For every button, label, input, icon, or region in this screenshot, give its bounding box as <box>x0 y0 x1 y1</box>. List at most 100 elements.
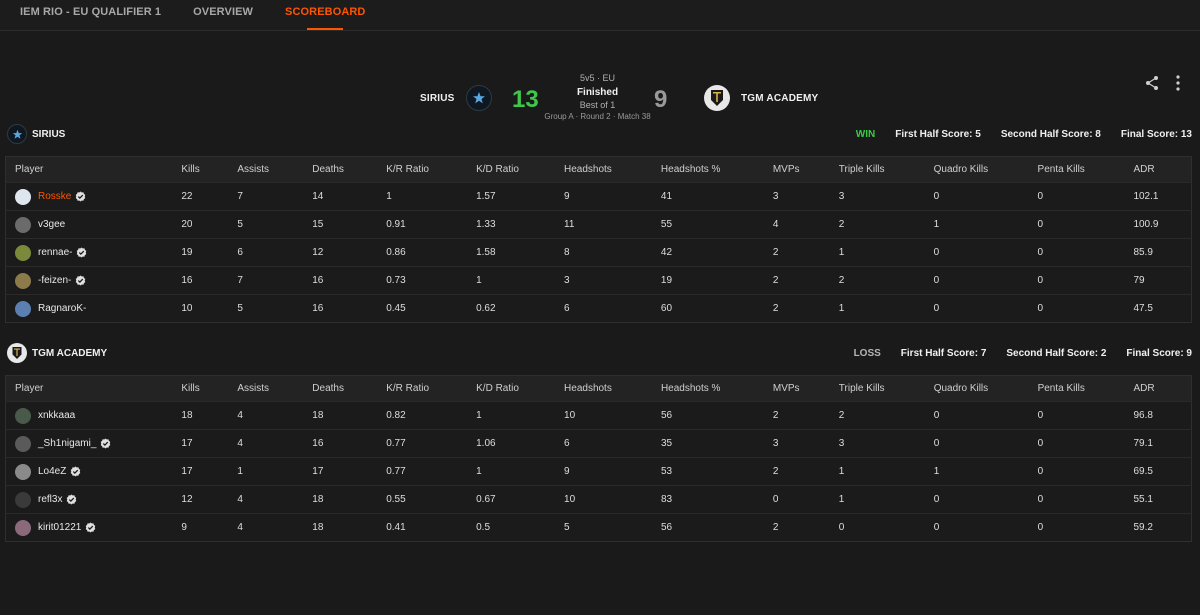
stat-headshots-pct: 55 <box>651 210 764 239</box>
column-quadro-kills[interactable]: Quadro Kills <box>924 375 1029 402</box>
verified-badge-icon <box>71 466 81 477</box>
column-kd-ratio[interactable]: K/D Ratio <box>467 156 555 183</box>
player-name[interactable]: kirit01221 <box>38 522 82 533</box>
column-player[interactable]: Player <box>5 375 173 402</box>
column-assists[interactable]: Assists <box>228 375 304 402</box>
stat-assists: 5 <box>228 210 304 239</box>
stat-headshots: 9 <box>555 182 652 211</box>
stat-mvps: 3 <box>763 182 830 211</box>
stat-penta-kills: 0 <box>1028 238 1125 267</box>
column-assists[interactable]: Assists <box>228 156 304 183</box>
stat-headshots: 8 <box>555 238 652 267</box>
team-name[interactable]: SIRIUS <box>32 129 66 140</box>
column-penta-kills[interactable]: Penta Kills <box>1028 375 1125 402</box>
column-adr[interactable]: ADR <box>1124 375 1192 402</box>
shield-logo-icon <box>711 90 723 106</box>
player-cell[interactable]: rennae- <box>5 238 173 267</box>
player-name[interactable]: rennae- <box>38 247 73 258</box>
team-logo[interactable] <box>7 343 27 363</box>
team2-logo[interactable] <box>704 85 730 111</box>
player-cell[interactable]: RagnaroK- <box>5 294 173 323</box>
column-mvps[interactable]: MVPs <box>763 375 830 402</box>
avatar[interactable] <box>15 407 31 424</box>
tab-tournament[interactable]: IEM RIO - EU QUALIFIER 1 <box>20 6 162 18</box>
avatar[interactable] <box>15 244 31 261</box>
table-row: v3gee 20 5 15 0.91 1.33 11 55 4 2 1 0 100.9 <box>5 210 1192 239</box>
stat-headshots-pct: 42 <box>651 238 764 267</box>
column-deaths[interactable]: Deaths <box>303 156 378 183</box>
stat-assists: 7 <box>228 266 304 295</box>
team-logo[interactable] <box>7 124 27 144</box>
stat-mvps: 2 <box>763 266 830 295</box>
column-headshots[interactable]: Headshots <box>555 156 652 183</box>
player-name[interactable]: RagnaroK- <box>38 303 87 314</box>
player-name[interactable]: Rosske <box>38 191 72 202</box>
stat-headshots-pct: 60 <box>651 294 764 323</box>
column-adr[interactable]: ADR <box>1124 156 1192 183</box>
avatar[interactable] <box>15 463 31 480</box>
player-cell[interactable]: Rosske <box>5 182 173 211</box>
tab-overview[interactable]: OVERVIEW <box>193 6 254 18</box>
column-headshots-pct[interactable]: Headshots % <box>651 156 764 183</box>
stat-kills: 16 <box>172 266 229 295</box>
avatar[interactable] <box>15 300 31 317</box>
tab-scoreboard[interactable]: SCOREBOARD <box>285 0 365 30</box>
column-kr-ratio[interactable]: K/R Ratio <box>377 375 468 402</box>
team1-logo[interactable] <box>466 85 492 111</box>
stat-kills: 22 <box>172 182 229 211</box>
top-nav: IEM RIO - EU QUALIFIER 1 OVERVIEW SCOREB… <box>0 0 1200 31</box>
team-name[interactable]: TGM ACADEMY <box>32 348 108 359</box>
avatar[interactable] <box>15 272 31 289</box>
player-name[interactable]: _Sh1nigami_ <box>38 438 97 449</box>
avatar[interactable] <box>15 491 31 508</box>
column-headshots-pct[interactable]: Headshots % <box>651 375 764 402</box>
stat-kr-ratio: 0.91 <box>377 210 468 239</box>
player-name[interactable]: Lo4eZ <box>38 466 67 477</box>
column-headshots[interactable]: Headshots <box>555 375 652 402</box>
player-cell[interactable]: xnkkaaa <box>5 401 173 430</box>
first-half-score: First Half Score: 5 <box>895 129 981 140</box>
column-triple-kills[interactable]: Triple Kills <box>829 375 925 402</box>
stat-triple-kills: 2 <box>829 401 925 430</box>
column-mvps[interactable]: MVPs <box>763 156 830 183</box>
stat-adr: 69.5 <box>1124 457 1192 486</box>
column-kr-ratio[interactable]: K/R Ratio <box>377 156 468 183</box>
stat-headshots-pct: 53 <box>651 457 764 486</box>
player-name[interactable]: refl3x <box>38 494 63 505</box>
player-name[interactable]: v3gee <box>38 219 66 230</box>
column-penta-kills[interactable]: Penta Kills <box>1028 156 1125 183</box>
best-of: Best of 1 <box>579 100 616 110</box>
stat-kills: 9 <box>172 513 229 542</box>
team1-name[interactable]: SIRIUS <box>420 93 455 104</box>
player-cell[interactable]: _Sh1nigami_ <box>5 429 173 458</box>
player-name[interactable]: xnkkaaa <box>38 410 76 421</box>
player-cell[interactable]: refl3x <box>5 485 173 514</box>
avatar[interactable] <box>15 216 31 233</box>
stat-penta-kills: 0 <box>1028 513 1125 542</box>
player-name[interactable]: -feizen- <box>38 275 72 286</box>
player-cell[interactable]: v3gee <box>5 210 173 239</box>
column-kills[interactable]: Kills <box>172 156 229 183</box>
stat-kills: 17 <box>172 457 229 486</box>
team2-name[interactable]: TGM ACADEMY <box>741 93 819 104</box>
player-cell[interactable]: kirit01221 <box>5 513 173 542</box>
player-cell[interactable]: Lo4eZ <box>5 457 173 486</box>
more-vertical-icon[interactable] <box>1173 74 1183 92</box>
avatar[interactable] <box>15 519 31 536</box>
group-info: Group A · Round 2 · Match 38 <box>544 112 651 121</box>
column-quadro-kills[interactable]: Quadro Kills <box>924 156 1029 183</box>
stat-adr: 100.9 <box>1124 210 1192 239</box>
share-icon[interactable] <box>1144 75 1160 91</box>
avatar[interactable] <box>15 188 31 205</box>
player-cell[interactable]: -feizen- <box>5 266 173 295</box>
stat-headshots: 11 <box>555 210 652 239</box>
team-header: SIRIUS WIN First Half Score: 5 Second Ha… <box>5 121 1192 148</box>
column-deaths[interactable]: Deaths <box>303 375 378 402</box>
stat-triple-kills: 3 <box>829 429 925 458</box>
column-kills[interactable]: Kills <box>172 375 229 402</box>
column-player[interactable]: Player <box>5 156 173 183</box>
avatar[interactable] <box>15 435 31 452</box>
column-kd-ratio[interactable]: K/D Ratio <box>467 375 556 402</box>
column-triple-kills[interactable]: Triple Kills <box>829 156 925 183</box>
stat-kd-ratio: 0.67 <box>467 485 556 514</box>
